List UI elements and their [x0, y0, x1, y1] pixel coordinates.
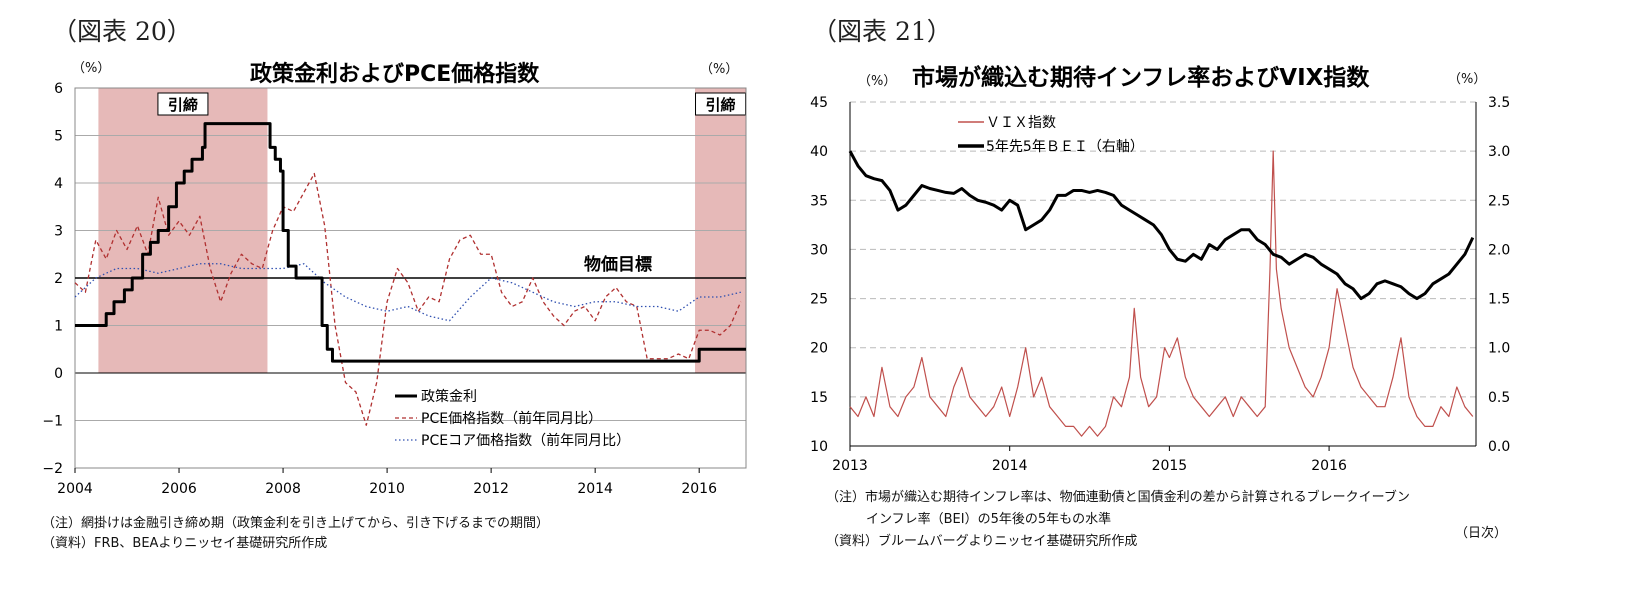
y-tick-label: 10 [810, 439, 828, 455]
x-tick-label: 2014 [992, 458, 1028, 474]
legend-label: 5年先5年ＢＥＩ（右軸） [986, 139, 1144, 155]
y-tick-label: 25 [810, 292, 828, 308]
right-axis-unit-right: （%） [1448, 72, 1487, 87]
series-line-vix [849, 150, 1474, 437]
y-tick-label: 1 [54, 319, 63, 335]
right-chart-title: 市場が織込む期待インフレ率およびVIX指数 [912, 65, 1370, 91]
left-axis-unit-right: （%） [700, 62, 739, 77]
y-tick-label: 2 [54, 271, 63, 287]
y-tick-label: 6 [54, 81, 63, 97]
y-tick-label: 35 [810, 193, 828, 209]
policy-rate-pce-chart: 引締 引締 −2 −1 0 1 2 3 4 5 6 2004 2006 2008 2010 2012 2014 2… [42, 81, 747, 497]
x-tick-label: 2008 [265, 481, 301, 497]
x-tick-label: 2016 [681, 481, 717, 497]
y2-tick-label: 0.0 [1488, 439, 1510, 455]
left-chart-title: 政策金利およびPCE価格指数 [250, 62, 540, 87]
right-axis-unit-left: （%） [858, 74, 897, 89]
x-tick-label: 2012 [473, 481, 509, 497]
y2-tick-label: 1.0 [1488, 341, 1510, 357]
y-tick-label: 45 [810, 95, 828, 111]
left-note-2: （資料）FRB、BEAよりニッセイ基礎研究所作成 [42, 536, 328, 551]
target-label: 物価目標 [584, 254, 652, 275]
series-line-policy-rate [75, 122, 746, 363]
y2-tick-label: 2.0 [1488, 242, 1510, 258]
x-tick-label: 2016 [1311, 458, 1347, 474]
legend-label: PCEコア価格指数（前年同月比） [421, 432, 630, 449]
legend-label: 政策金利 [421, 388, 477, 405]
left-note-1: （注）網掛けは金融引き締め期（政策金利を引き上げてから、引き下げるまでの期間） [42, 516, 550, 531]
tightening-label: 引締 [706, 96, 736, 114]
y-tick-label: 15 [810, 390, 828, 406]
right-xaxis-unit: （日次） [1455, 526, 1508, 541]
y2-tick-label: 0.5 [1488, 390, 1510, 406]
x-tick-label: 2013 [832, 458, 868, 474]
series-line-core-pce [74, 263, 741, 322]
series-line-bei [848, 150, 1475, 301]
figure-20-label: （図表 20） [52, 17, 192, 46]
x-tick-label: 2004 [57, 481, 93, 497]
y-tick-label: 4 [54, 176, 63, 192]
legend-label: PCE価格指数（前年同月比） [421, 410, 602, 427]
tightening-label-box [157, 92, 209, 116]
right-note-2: インフレ率（BEI）の5年後の5年もの水準 [866, 512, 1112, 527]
y2-tick-label: 3.5 [1488, 95, 1510, 111]
figure-21-label: （図表 21） [812, 17, 952, 46]
y2-tick-label: 2.5 [1488, 193, 1510, 209]
y-tick-label: −2 [42, 461, 63, 477]
y-tick-label: 20 [810, 341, 828, 357]
legend-label: ＶＩＸ指数 [986, 115, 1056, 131]
y-tick-label: 30 [810, 242, 828, 258]
tightening-label: 引締 [168, 96, 198, 114]
series-line-pce [74, 172, 742, 426]
x-tick-label: 2010 [369, 481, 405, 497]
left-axis-unit: （%） [72, 61, 111, 76]
x-tick-label: 2015 [1152, 458, 1188, 474]
y-tick-label: 0 [54, 366, 63, 382]
y-tick-label: −1 [42, 414, 63, 430]
right-note-3: （資料）ブルームバーグよりニッセイ基礎研究所作成 [826, 534, 1138, 549]
x-tick-label: 2014 [577, 481, 613, 497]
y-tick-label: 3 [54, 224, 63, 240]
y2-tick-label: 1.5 [1488, 292, 1510, 308]
y-tick-label: 40 [810, 144, 828, 160]
y-tick-label: 5 [54, 129, 63, 145]
bei-vix-chart: 10 15 20 25 30 35 40 45 0.0 0.5 1.0 1.5 2.0 2.5 3.0 3.5… [810, 95, 1510, 474]
x-tick-label: 2006 [161, 481, 197, 497]
right-note-1: （注）市場が織込む期待インフレ率は、物価連動債と国債金利の差から計算されるブレー… [826, 490, 1410, 505]
y2-tick-label: 3.0 [1488, 144, 1510, 160]
